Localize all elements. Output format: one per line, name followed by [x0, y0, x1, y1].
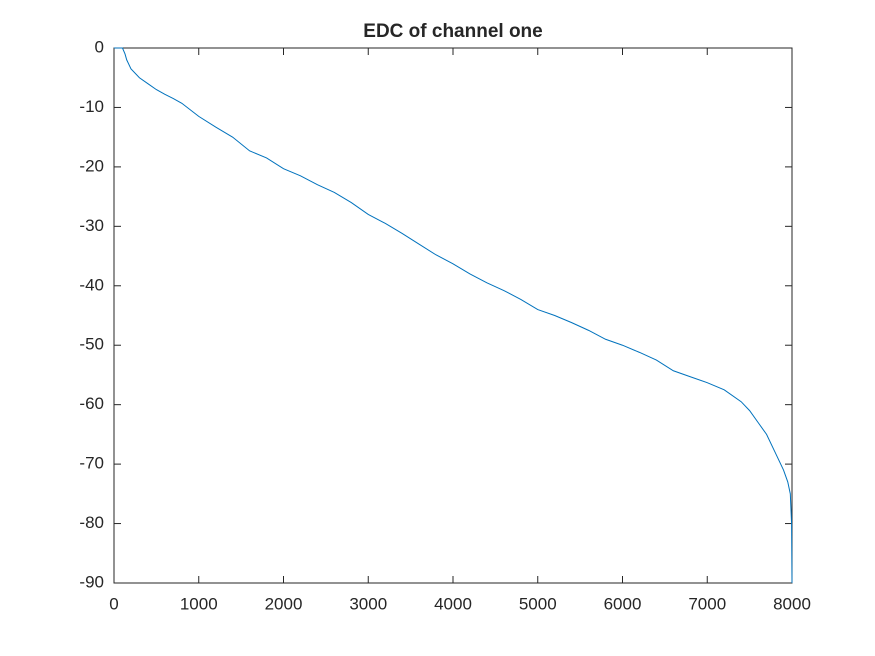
- x-tick-label: 4000: [434, 594, 472, 613]
- y-tick-label: -30: [79, 216, 104, 235]
- y-tick-label: -50: [79, 335, 104, 354]
- x-tick-label: 3000: [349, 594, 387, 613]
- x-tick-label: 7000: [688, 594, 726, 613]
- x-tick-label: 6000: [604, 594, 642, 613]
- y-tick-label: -80: [79, 513, 104, 532]
- data-line: [114, 47, 793, 584]
- x-tick-label: 1000: [180, 594, 218, 613]
- x-tick-label: 0: [109, 594, 118, 613]
- y-tick-label: -90: [79, 572, 104, 591]
- y-tick-label: -70: [79, 454, 104, 473]
- y-tick-label: -40: [79, 275, 104, 294]
- y-tick-label: -20: [79, 156, 104, 175]
- axes-box: [113, 47, 793, 584]
- x-tick-label: 2000: [265, 594, 303, 613]
- y-tick-label: -60: [79, 394, 104, 413]
- y-tick-label: -10: [79, 97, 104, 116]
- x-tick-label: 8000: [773, 594, 811, 613]
- x-tick-label: 5000: [519, 594, 557, 613]
- chart-title: EDC of channel one: [363, 21, 542, 42]
- y-tick-label: 0: [95, 37, 104, 56]
